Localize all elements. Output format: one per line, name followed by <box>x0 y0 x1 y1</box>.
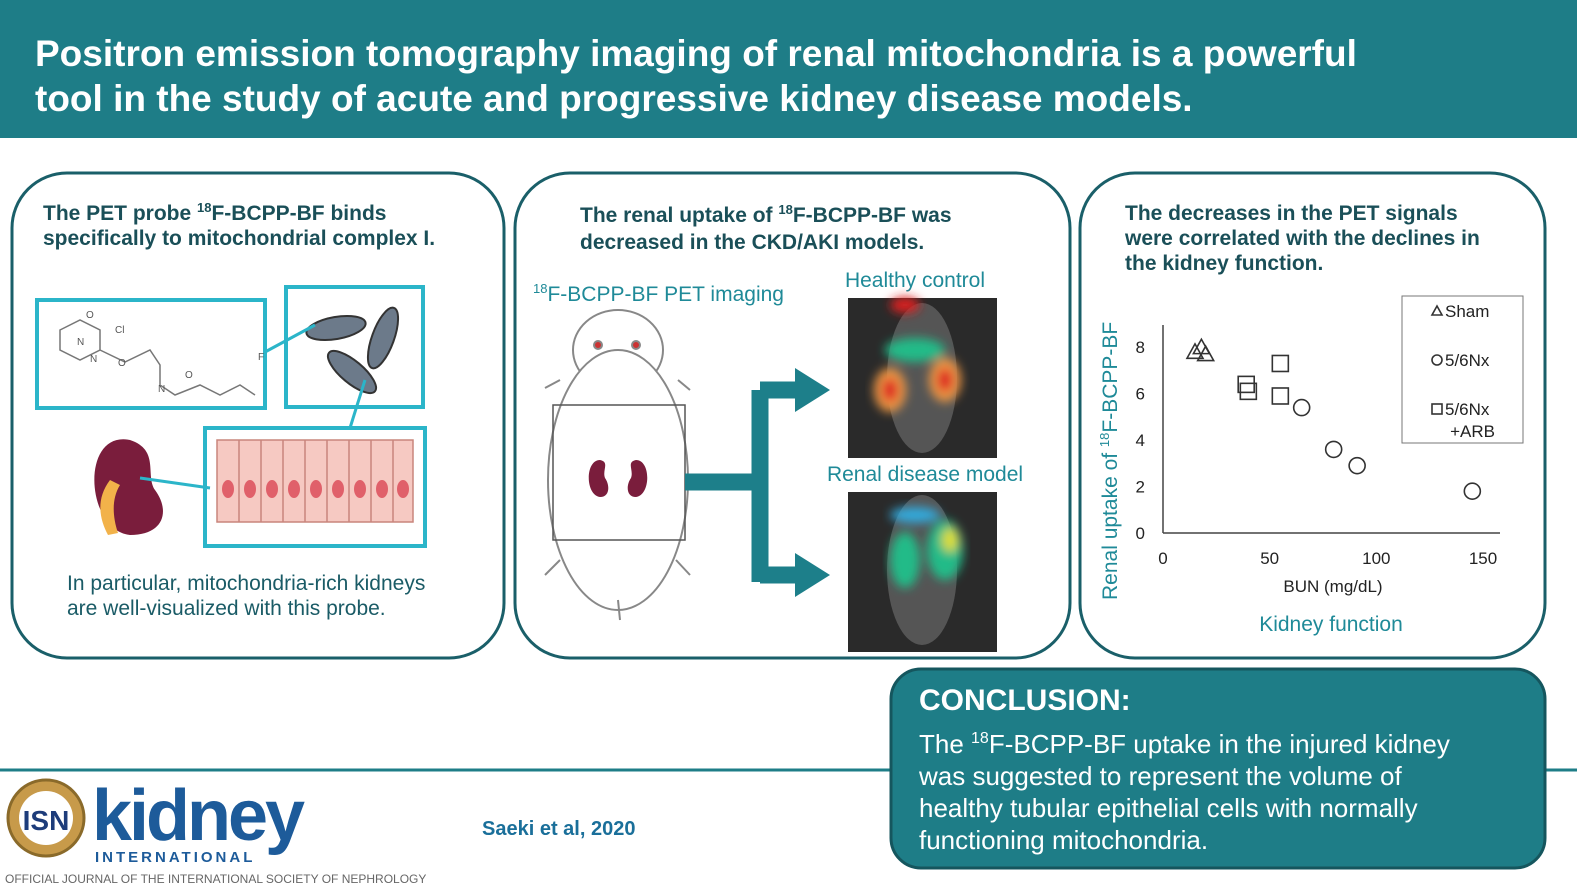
panel-heading: The decreases in the PET signals <box>1125 202 1458 225</box>
panel-heading: specifically to mitochondrial complex I. <box>43 227 435 250</box>
point <box>1324 440 1343 459</box>
point <box>1271 354 1290 373</box>
title-line: Positron emission tomography imaging of … <box>35 33 1357 74</box>
connector <box>264 323 316 354</box>
connector <box>139 476 211 490</box>
conclusion-line: The 18F-BCPP-BF uptake in the injured ki… <box>919 729 1450 759</box>
atom-label: O <box>118 358 126 369</box>
tubular-cells <box>216 439 414 523</box>
logo-word: kidney <box>92 776 305 856</box>
logo-sub: INTERNATIONAL <box>95 849 255 866</box>
point <box>1185 342 1205 360</box>
atom-label: N <box>90 354 97 365</box>
x-tick-label: 100 <box>1362 549 1390 568</box>
panel-heading: decreased in the CKD/AKI models. <box>580 231 924 254</box>
y-tick-label: 8 <box>1136 338 1145 357</box>
panel-heading: The PET probe 18F-BCPP-BF binds <box>43 200 386 225</box>
pet-image-disease <box>848 492 997 652</box>
x-tick-label: 50 <box>1260 549 1279 568</box>
caption: In particular, mitochondria-rich kidneys <box>67 572 425 595</box>
conclusion-line: was suggested to represent the volume of <box>918 761 1403 791</box>
atom-label: O <box>185 370 193 381</box>
title-line: tool in the study of acute and progressi… <box>35 78 1193 119</box>
y-tick-label: 0 <box>1136 524 1145 543</box>
point <box>1463 482 1482 501</box>
legend-label: +ARB <box>1450 422 1495 441</box>
atom-label: N <box>77 337 84 348</box>
point <box>1237 375 1255 394</box>
branch-arrow <box>685 381 800 584</box>
pet-image-healthy <box>848 297 997 458</box>
image-label: Healthy control <box>845 269 985 292</box>
legend <box>1401 295 1524 444</box>
atom-label: O <box>86 310 94 321</box>
panel-frame <box>10 171 506 660</box>
y-tick-label: 4 <box>1136 431 1145 450</box>
legend-label: Sham <box>1445 302 1489 321</box>
molecule-drawing <box>59 319 256 396</box>
conclusion-line: healthy tubular epithelial cells with no… <box>919 793 1418 823</box>
logo-seal-inner <box>19 791 73 845</box>
logo-badge: ISN <box>23 805 70 836</box>
legend-symbol <box>1431 354 1443 366</box>
x-tick-label: 150 <box>1469 549 1497 568</box>
x-axis-label: BUN (mg/dL) <box>1283 577 1382 596</box>
legend-label: 5/6Nx <box>1445 400 1490 419</box>
journal-line: OFFICIAL JOURNAL OF THE INTERNATIONAL SO… <box>5 872 426 886</box>
panel-heading: were correlated with the declines in <box>1124 227 1480 250</box>
molecule-box <box>35 298 267 410</box>
ureter <box>100 480 120 535</box>
point <box>1271 387 1290 405</box>
conclusion-title: CONCLUSION: <box>919 684 1131 717</box>
panel-frame <box>513 171 1072 660</box>
image-label: 18F-BCPP-BF PET imaging <box>533 281 784 306</box>
point <box>1292 398 1311 417</box>
y-tick-label: 2 <box>1136 478 1145 497</box>
point <box>1196 344 1216 362</box>
scatter-chart: Renal uptake of 18F-BCPP-BF BUN (mg/dL) … <box>1097 295 1524 636</box>
point <box>1239 382 1258 401</box>
panel-heading: The renal uptake of 18F-BCPP-BF was <box>580 202 952 227</box>
citation: Saeki et al, 2020 <box>482 818 635 840</box>
rat-kidneys <box>588 460 648 497</box>
legend-symbol <box>1431 403 1443 415</box>
panel-heading: the kidney function. <box>1125 252 1323 275</box>
legend-symbol <box>1430 304 1444 316</box>
arrowheads <box>795 368 830 597</box>
caption: are well-visualized with this probe. <box>67 597 386 620</box>
chart-subtitle: Kidney function <box>1259 613 1403 636</box>
conclusion-box <box>889 667 1547 870</box>
atom-label: Cl <box>115 325 124 336</box>
panel-frame <box>1078 171 1547 660</box>
y-tick-label: 6 <box>1136 385 1145 404</box>
point <box>1348 456 1366 475</box>
header-bar <box>0 0 1577 138</box>
atom-label: N <box>158 384 165 395</box>
y-axis-label: Renal uptake of 18F-BCPP-BF <box>1097 322 1122 600</box>
atom-label: F <box>258 352 264 363</box>
conclusion-line: functioning mitochondria. <box>919 825 1208 855</box>
region-box <box>552 404 686 541</box>
mitochondria-box <box>284 285 425 409</box>
image-label: Renal disease model <box>827 463 1023 486</box>
legend-label: 5/6Nx <box>1445 351 1490 370</box>
rat-illustration <box>544 309 691 621</box>
x-tick-label: 0 <box>1158 549 1167 568</box>
